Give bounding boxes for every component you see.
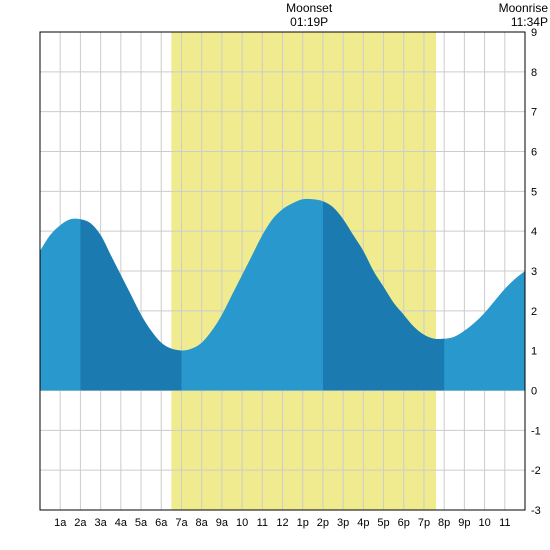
y-tick-label: -1	[531, 425, 541, 437]
x-tick-label: 7p	[418, 517, 430, 529]
y-tick-label: 3	[531, 266, 537, 278]
x-tick-label: 1p	[297, 517, 309, 529]
x-tick-label: 8p	[438, 517, 450, 529]
moonset-time: 01:19P	[290, 15, 328, 29]
y-tick-label: 0	[531, 386, 537, 398]
x-tick-label: 7a	[175, 517, 188, 529]
y-tick-label: -3	[531, 505, 541, 517]
moonrise-time: 11:34P	[511, 15, 548, 29]
x-tick-label: 8a	[196, 517, 209, 529]
x-tick-label: 1a	[54, 517, 67, 529]
x-tick-label: 5a	[135, 517, 148, 529]
y-tick-label: 4	[531, 226, 537, 238]
x-tick-label: 2a	[74, 517, 87, 529]
y-tick-label: -2	[531, 465, 541, 477]
x-tick-label: 11	[499, 517, 510, 529]
x-tick-label: 4a	[115, 517, 128, 529]
x-tick-label: 6p	[398, 517, 410, 529]
x-tick-label: 3a	[95, 517, 108, 529]
x-tick-label: 11	[257, 517, 268, 529]
moonset-label: Moonset	[286, 1, 333, 15]
y-tick-label: 6	[531, 147, 537, 159]
tide-chart: -3-2-101234567891a2a3a4a5a6a7a8a9a101112…	[0, 0, 550, 550]
y-tick-label: 5	[531, 186, 537, 198]
y-tick-label: 7	[531, 107, 537, 119]
x-tick-label: 5p	[377, 517, 389, 529]
y-tick-label: 8	[531, 67, 537, 79]
moonrise-label: Moonrise	[499, 1, 549, 15]
x-tick-label: 9p	[458, 517, 470, 529]
x-tick-label: 10	[236, 517, 248, 529]
x-tick-label: 6a	[155, 517, 168, 529]
y-tick-label: 2	[531, 306, 537, 318]
y-tick-label: 1	[531, 346, 537, 358]
x-tick-label: 9a	[216, 517, 229, 529]
x-tick-label: 3p	[337, 517, 349, 529]
x-tick-label: 12	[276, 517, 288, 529]
x-tick-label: 10	[478, 517, 490, 529]
x-tick-label: 4p	[357, 517, 369, 529]
x-tick-label: 2p	[317, 517, 329, 529]
